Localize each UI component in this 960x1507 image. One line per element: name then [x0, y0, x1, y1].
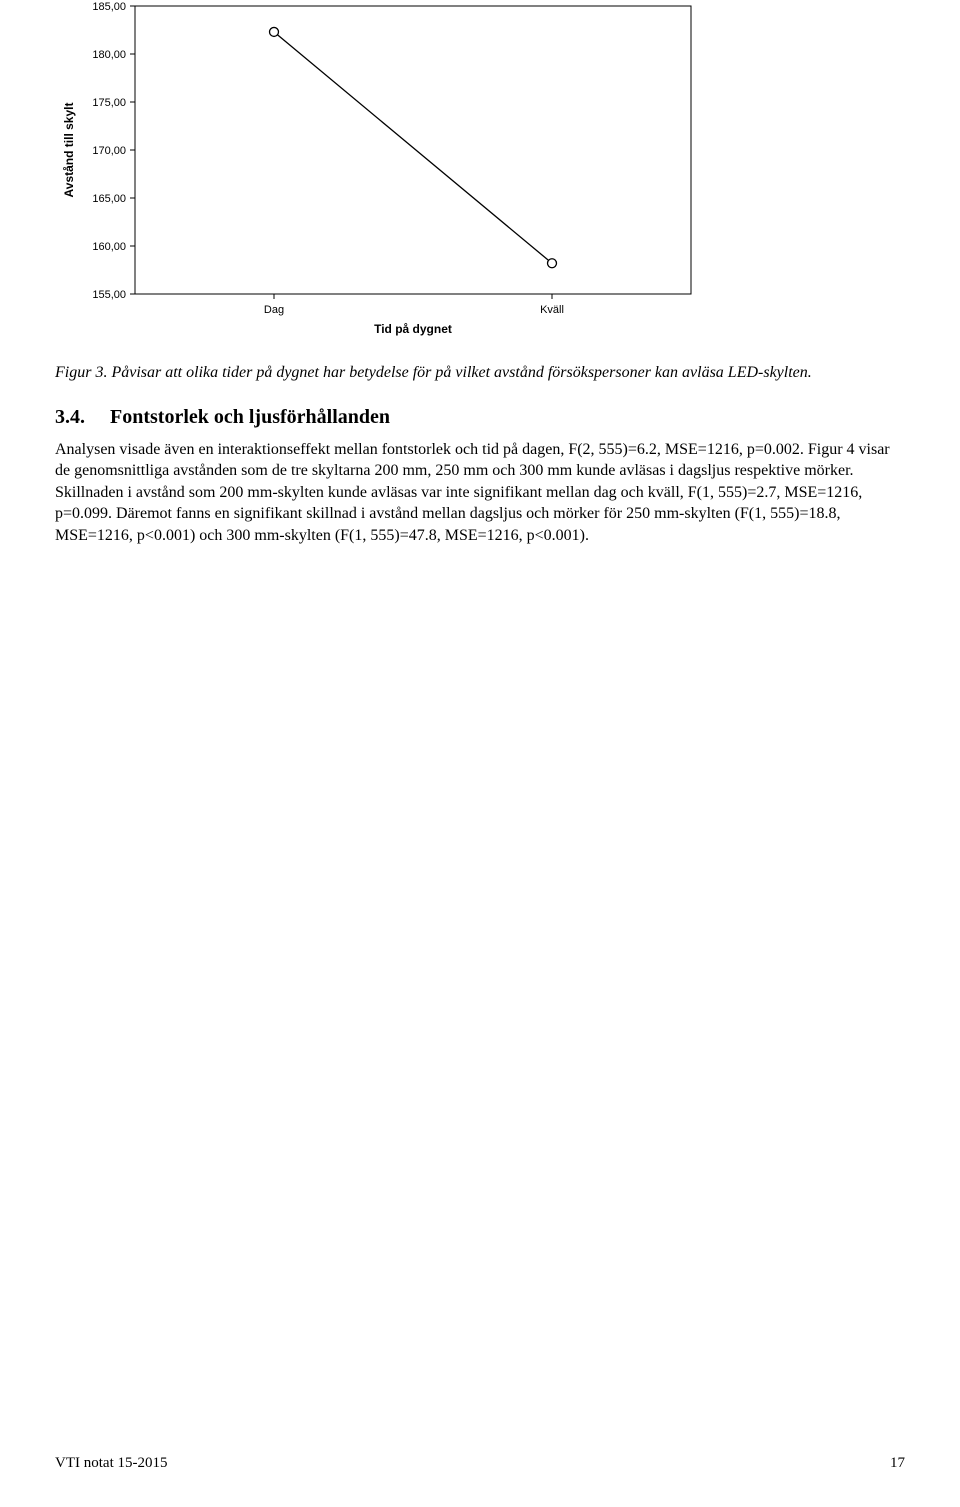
svg-text:170,00: 170,00 — [92, 145, 126, 157]
footer-page-number: 17 — [890, 1455, 905, 1472]
section-heading: 3.4. Fontstorlek och ljusförhållanden — [55, 406, 905, 429]
line-chart: 155,00 160,00 165,00 170,00 175,00 180,00 185,… — [55, 0, 705, 342]
chart-x-label: Tid på dygnet — [374, 322, 452, 336]
svg-text:180,00: 180,00 — [92, 49, 126, 61]
svg-text:175,00: 175,00 — [92, 97, 126, 109]
svg-text:160,00: 160,00 — [92, 241, 126, 253]
page-footer: VTI notat 15-2015 17 — [55, 1455, 905, 1472]
body-paragraph: Analysen visade även en interaktionseffe… — [55, 439, 905, 547]
chart-region: 155,00 160,00 165,00 170,00 175,00 180,00 185,… — [55, 0, 905, 342]
section-number: 3.4. — [55, 406, 105, 429]
svg-text:185,00: 185,00 — [92, 1, 126, 13]
svg-text:155,00: 155,00 — [92, 289, 126, 301]
chart-y-label: Avstånd till skylt — [62, 103, 76, 198]
figure-caption-text: Påvisar att olika tider på dygnet har be… — [111, 364, 811, 381]
section-title: Fontstorlek och ljusförhållanden — [110, 406, 390, 428]
figure-label: Figur 3. — [55, 364, 107, 381]
figure-caption: Figur 3. Påvisar att olika tider på dygn… — [55, 362, 905, 384]
svg-text:Kväll: Kväll — [540, 304, 564, 316]
svg-text:165,00: 165,00 — [92, 193, 126, 205]
svg-text:Dag: Dag — [264, 304, 284, 316]
footer-doc-id: VTI notat 15-2015 — [55, 1455, 167, 1472]
